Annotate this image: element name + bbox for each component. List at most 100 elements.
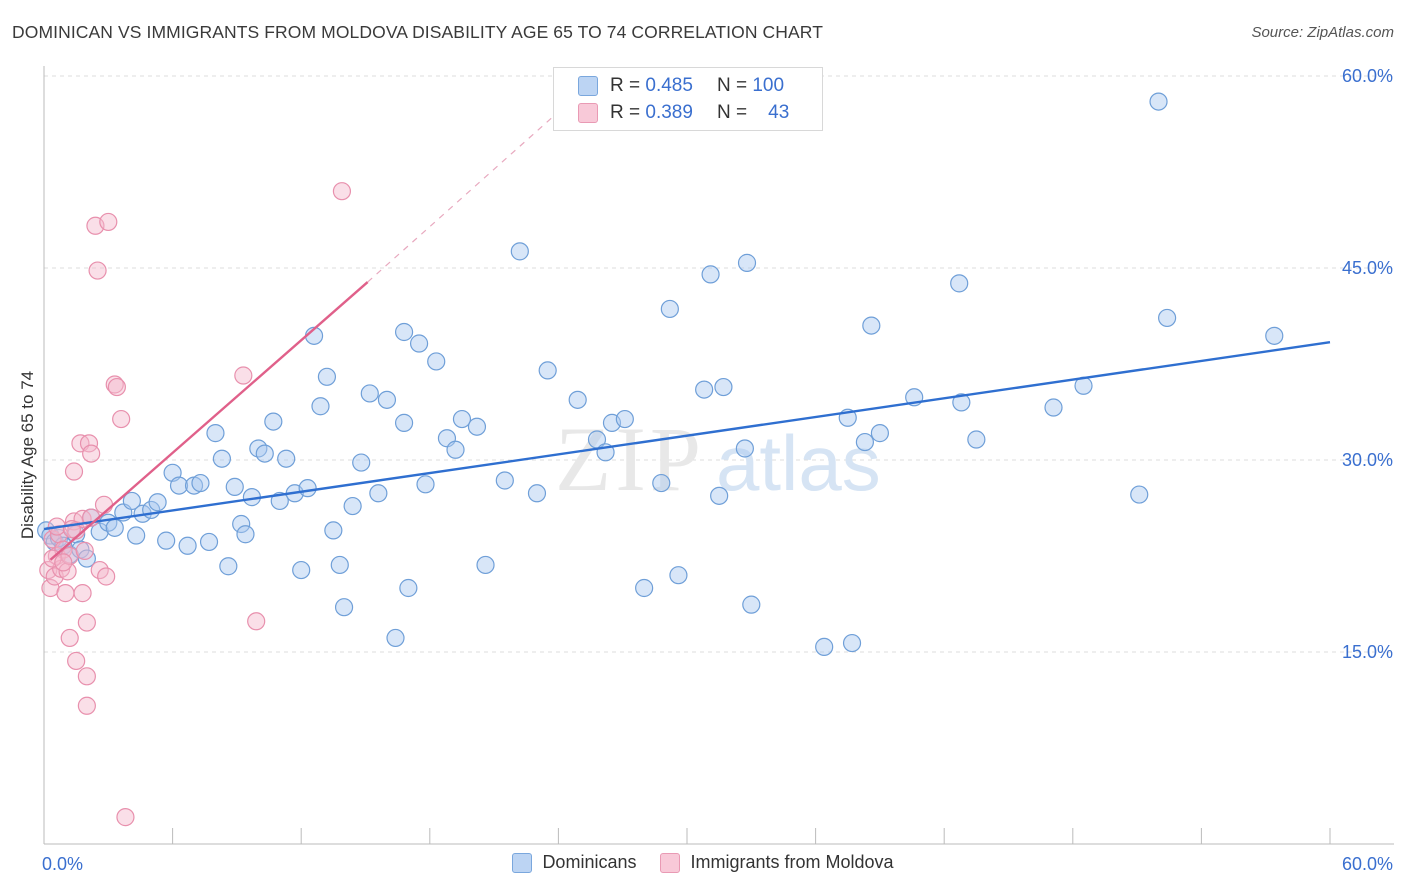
dominican-point bbox=[815, 637, 834, 656]
dominican-point bbox=[452, 409, 472, 429]
dominican-point bbox=[495, 471, 514, 490]
moldova-point bbox=[54, 553, 73, 572]
y-tick-label: 45.0% bbox=[1342, 258, 1393, 278]
trendline-moldova bbox=[49, 281, 369, 561]
dominican-point bbox=[660, 299, 679, 319]
dominican-point bbox=[952, 393, 971, 412]
dominican-point bbox=[842, 633, 862, 653]
dominican-point bbox=[695, 380, 714, 399]
moldova-point bbox=[67, 651, 86, 671]
dominican-point bbox=[292, 560, 311, 580]
dominican-point bbox=[352, 453, 371, 472]
legend-n-value: 43 bbox=[768, 102, 790, 123]
legend-label-dominicans: Dominicans bbox=[542, 852, 637, 872]
moldova-point bbox=[247, 612, 266, 631]
trendline-dominicans bbox=[43, 341, 1331, 531]
dominican-point bbox=[855, 432, 874, 452]
moldova-point bbox=[94, 495, 114, 514]
moldova-point bbox=[77, 613, 96, 632]
dominican-point bbox=[311, 397, 330, 416]
source-note: Source: ZipAtlas.com bbox=[1251, 24, 1394, 41]
dominican-point bbox=[669, 566, 688, 585]
dominican-point bbox=[219, 557, 238, 576]
dominican-point bbox=[635, 578, 654, 598]
y-tick-label: 15.0% bbox=[1342, 642, 1393, 662]
dominican-point bbox=[360, 384, 379, 403]
y-tick-label: 60.0% bbox=[1342, 66, 1393, 86]
y-tick-label: 30.0% bbox=[1342, 450, 1393, 470]
dominican-point bbox=[409, 334, 429, 353]
axes bbox=[43, 66, 1394, 845]
dominican-point bbox=[264, 412, 283, 431]
x-tick-label: 0.0% bbox=[42, 854, 83, 874]
dominican-point bbox=[538, 361, 557, 380]
legend-n-label: N = bbox=[716, 102, 748, 123]
moldova-point bbox=[73, 584, 92, 603]
dominican-point bbox=[277, 449, 296, 468]
legend-n-value: 100 bbox=[752, 75, 785, 96]
dominican-point bbox=[476, 555, 495, 575]
dominican-point bbox=[191, 473, 210, 493]
grid-lines bbox=[44, 75, 1394, 653]
dominican-point bbox=[1130, 485, 1149, 504]
moldova-point bbox=[82, 444, 101, 463]
legend-r-value: 0.389 bbox=[645, 102, 693, 123]
dominican-point bbox=[343, 496, 362, 516]
moldova-point bbox=[75, 541, 94, 560]
dominican-point bbox=[1044, 398, 1063, 417]
dominican-point bbox=[105, 518, 124, 537]
moldova-point bbox=[64, 462, 84, 481]
dominican-point bbox=[394, 413, 414, 432]
dominican-point bbox=[122, 491, 141, 511]
dominican-point bbox=[169, 476, 189, 495]
moldova-point bbox=[58, 562, 77, 581]
dominican-point bbox=[652, 473, 671, 493]
dominican-point bbox=[862, 316, 881, 335]
dominican-point bbox=[467, 417, 487, 436]
dominican-point bbox=[317, 367, 337, 386]
dominican-point bbox=[735, 439, 754, 458]
dominican-point bbox=[399, 578, 418, 598]
moldova-point bbox=[88, 261, 107, 280]
correlation-legend: R = 0.485 N = 100 R = 0.389 N = 43 bbox=[553, 67, 823, 131]
dominican-point bbox=[568, 390, 587, 409]
series-legend: Dominicans Immigrants from Moldova bbox=[0, 852, 1406, 873]
series-moldova bbox=[39, 182, 352, 827]
legend-item-dominicans: Dominicans bbox=[512, 852, 636, 873]
dominican-point bbox=[199, 532, 219, 552]
legend-r-label: R = bbox=[610, 102, 641, 123]
dominican-point bbox=[270, 491, 289, 511]
dominican-point bbox=[1265, 326, 1284, 345]
dominican-point bbox=[206, 424, 225, 443]
trendline-moldova-extension bbox=[367, 111, 559, 283]
dominican-point bbox=[510, 242, 529, 261]
dominican-point bbox=[148, 493, 167, 512]
legend-item-moldova: Immigrants from Moldova bbox=[660, 852, 894, 873]
dominican-point bbox=[330, 555, 349, 575]
dominican-point bbox=[377, 390, 397, 409]
legend-r-label: R = bbox=[610, 75, 641, 96]
moldova-point bbox=[99, 212, 118, 232]
dominican-point bbox=[255, 444, 274, 463]
legend-label-moldova: Immigrants from Moldova bbox=[690, 852, 894, 872]
chart-title: DOMINICAN VS IMMIGRANTS FROM MOLDOVA DIS… bbox=[12, 22, 824, 42]
dominican-point bbox=[714, 377, 733, 397]
moldova-point bbox=[105, 375, 124, 394]
moldova-point bbox=[60, 628, 79, 648]
dominican-point bbox=[737, 253, 757, 272]
dominican-point bbox=[950, 274, 969, 293]
dominican-point bbox=[232, 514, 251, 534]
dominican-point bbox=[701, 265, 720, 284]
dominican-point bbox=[1158, 308, 1177, 328]
x-tick-label: 60.0% bbox=[1342, 854, 1393, 874]
moldova-point bbox=[234, 366, 253, 385]
dominican-point bbox=[324, 521, 343, 540]
legend-swatch-pink bbox=[660, 852, 681, 873]
moldova-point bbox=[107, 377, 126, 397]
dominican-point bbox=[127, 526, 146, 545]
legend-swatch-pink bbox=[578, 103, 598, 123]
dominican-point bbox=[157, 531, 176, 550]
dominican-point bbox=[710, 486, 729, 505]
dominican-point bbox=[212, 449, 231, 468]
